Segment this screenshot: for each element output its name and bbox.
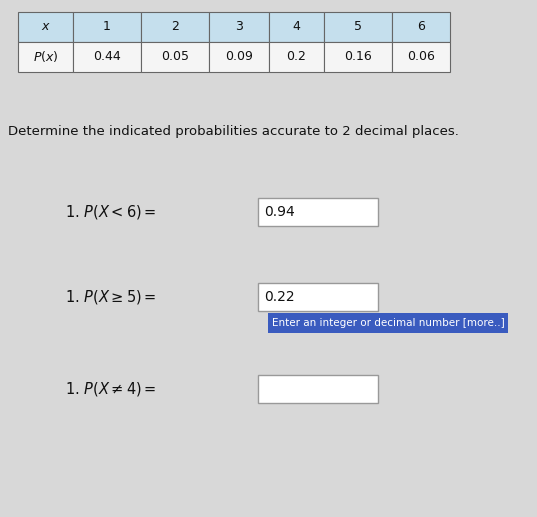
Bar bbox=[324, 42, 392, 72]
Text: 0.94: 0.94 bbox=[264, 205, 295, 219]
Text: 0.44: 0.44 bbox=[93, 51, 121, 64]
Bar bbox=[258, 198, 378, 226]
Text: 1. $P(X \geq 5) =$: 1. $P(X \geq 5) =$ bbox=[65, 288, 157, 306]
Bar bbox=[268, 313, 508, 333]
Text: Determine the indicated probabilities accurate to 2 decimal places.: Determine the indicated probabilities ac… bbox=[8, 126, 459, 139]
Bar bbox=[209, 12, 269, 42]
Text: 6: 6 bbox=[417, 21, 425, 34]
Bar bbox=[269, 42, 324, 72]
Bar bbox=[392, 42, 450, 72]
Bar bbox=[392, 12, 450, 42]
Text: 0.16: 0.16 bbox=[344, 51, 372, 64]
Bar bbox=[324, 12, 392, 42]
Text: 3: 3 bbox=[235, 21, 243, 34]
Text: 1: 1 bbox=[103, 21, 111, 34]
Text: 1. $P(X < 6) =$: 1. $P(X < 6) =$ bbox=[65, 203, 157, 221]
Bar bbox=[73, 12, 141, 42]
Text: 4: 4 bbox=[293, 21, 300, 34]
Bar bbox=[18, 12, 73, 42]
Text: 0.2: 0.2 bbox=[287, 51, 307, 64]
Text: Enter an integer or decimal number [more..]: Enter an integer or decimal number [more… bbox=[272, 318, 505, 328]
Text: $x$: $x$ bbox=[41, 21, 50, 34]
Text: 0.05: 0.05 bbox=[161, 51, 189, 64]
Bar bbox=[258, 375, 378, 403]
Text: 1. $P(X \neq 4) =$: 1. $P(X \neq 4) =$ bbox=[65, 380, 157, 398]
Bar bbox=[269, 12, 324, 42]
Bar bbox=[258, 283, 378, 311]
Text: 5: 5 bbox=[354, 21, 362, 34]
Text: 2: 2 bbox=[171, 21, 179, 34]
Bar bbox=[209, 42, 269, 72]
Bar bbox=[73, 42, 141, 72]
Text: 0.22: 0.22 bbox=[264, 290, 295, 304]
Text: 0.06: 0.06 bbox=[407, 51, 435, 64]
Text: $P(x)$: $P(x)$ bbox=[33, 50, 59, 65]
Bar bbox=[141, 12, 209, 42]
Bar bbox=[18, 42, 73, 72]
Text: 0.09: 0.09 bbox=[225, 51, 253, 64]
Bar bbox=[141, 42, 209, 72]
